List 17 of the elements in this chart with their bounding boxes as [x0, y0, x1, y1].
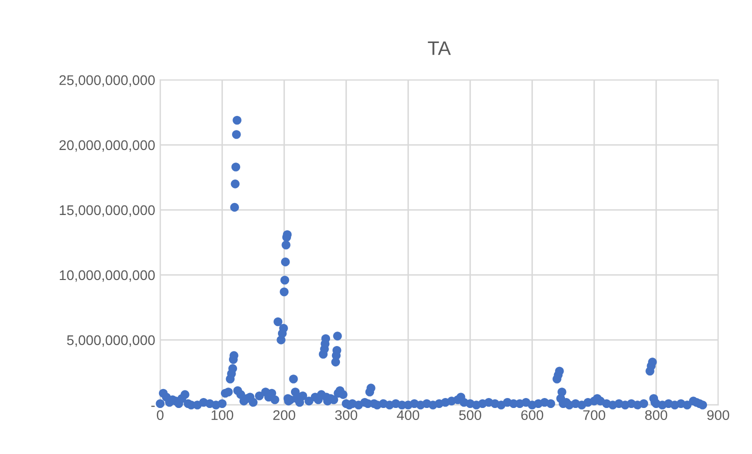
y-tick-label: 25,000,000,000 — [59, 75, 155, 87]
y-tick-label: 10,000,000,000 — [60, 270, 155, 282]
y-tick-label: 20,000,000,000 — [59, 140, 155, 152]
x-tick-label: 600 — [521, 410, 544, 420]
x-tick-label: 900 — [707, 410, 730, 420]
x-tick-label: 400 — [396, 410, 420, 420]
x-tick-label: 300 — [335, 410, 358, 420]
y-tick-label: - — [151, 406, 155, 407]
x-tick-label: 0 — [156, 410, 164, 420]
chart-title: TA — [428, 42, 451, 55]
x-tick-label: 100 — [212, 410, 234, 420]
y-tick-label: 5,000,000,000 — [67, 335, 155, 347]
x-tick-label: 500 — [459, 410, 482, 420]
x-tick-label: 700 — [583, 410, 606, 420]
x-tick-label: 200 — [273, 410, 296, 420]
x-tick-label: 800 — [645, 410, 668, 420]
y-tick-label: 15,000,000,000 — [60, 205, 155, 217]
